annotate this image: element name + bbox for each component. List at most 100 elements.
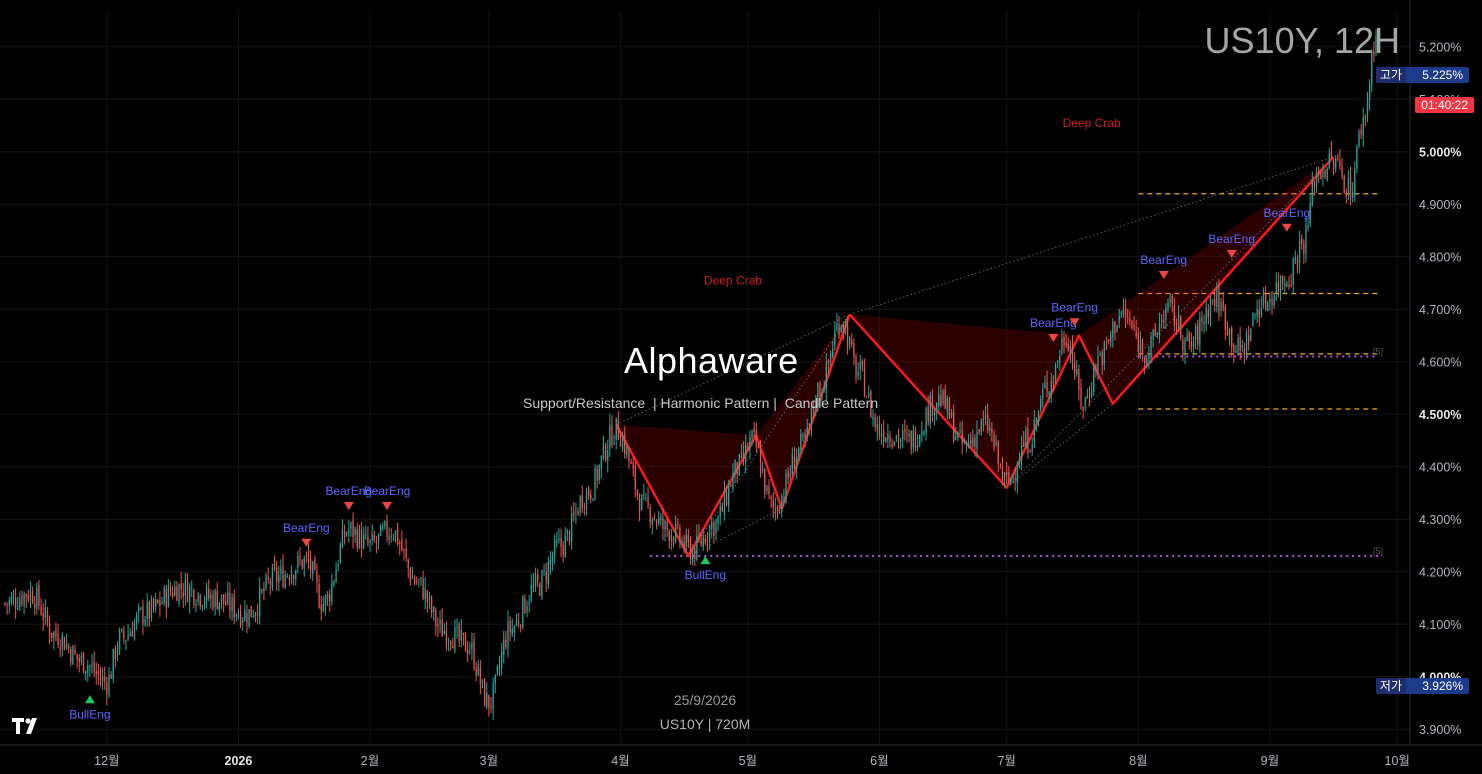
candle-body (273, 564, 276, 569)
bull-signal-marker (700, 556, 711, 565)
candle-body (1008, 472, 1010, 482)
candle-body (1059, 355, 1061, 362)
candle-body (420, 577, 422, 579)
candle-body (101, 676, 104, 681)
candle-body (1037, 411, 1040, 422)
candle-body (225, 601, 227, 605)
candle-body (993, 434, 995, 448)
candle-body (335, 569, 337, 583)
candle-body (532, 584, 535, 587)
watermark-date: 25/9/2026 (673, 692, 737, 708)
candle-body (110, 674, 112, 679)
candle-body (547, 562, 549, 585)
candle-body (248, 609, 250, 627)
candle-body (231, 597, 233, 612)
candle-body (980, 419, 982, 433)
candle-body (114, 647, 117, 660)
candle-body (199, 595, 201, 606)
candle-body (82, 652, 85, 673)
candle-body (842, 324, 844, 330)
candle-body (1165, 307, 1167, 320)
candle-body (1099, 355, 1101, 357)
candle-body (205, 586, 208, 601)
candle-body (1277, 282, 1280, 293)
candle-body (55, 629, 57, 636)
candle-body (696, 535, 698, 560)
candle-body (292, 575, 295, 579)
candle-body (668, 530, 670, 542)
candle-body (371, 533, 373, 541)
candle-body (1122, 309, 1125, 316)
harmonic-guide (849, 156, 1334, 315)
candle-body (541, 570, 543, 598)
candle-body (679, 527, 681, 543)
candle-body (638, 498, 641, 513)
candle-body (808, 424, 811, 426)
x-tick-label: 7월 (997, 754, 1015, 768)
candle-body (1078, 368, 1080, 391)
candle-body (212, 594, 214, 609)
candle-body (812, 406, 815, 410)
candle-body (201, 605, 204, 607)
candle-body (821, 392, 823, 396)
candle-body (1012, 475, 1014, 478)
candle-body (1203, 321, 1205, 325)
candle-body (477, 663, 479, 676)
candle-body (390, 535, 392, 537)
candle-body (587, 487, 590, 497)
watermark-subtitle: Support/Resistance | Harmonic Pattern | … (523, 395, 879, 411)
candle-body (1262, 292, 1265, 305)
candle-body (426, 591, 428, 602)
candle-body (93, 661, 95, 673)
candle-body (1050, 381, 1052, 394)
candle-body (906, 432, 908, 434)
time-axis[interactable]: 12월 2026 2월 3월 4월 5월 6월 7월 8월 9월 10월 (0, 744, 1482, 768)
candle-body (246, 613, 248, 624)
candle-body (691, 549, 694, 562)
candle-body (991, 428, 993, 433)
candle-body (379, 525, 382, 536)
candle-body (1020, 445, 1023, 464)
candle-body (1056, 361, 1059, 363)
candle-body (838, 324, 840, 335)
candle-body (1366, 99, 1369, 116)
candle-body (554, 539, 556, 557)
candle-body (1343, 176, 1345, 193)
candle-body (878, 423, 881, 436)
candle-body (1288, 285, 1290, 287)
candle-body (1250, 328, 1252, 342)
candle-body (155, 599, 157, 607)
candle-body (161, 601, 163, 604)
price-axis-bg (1410, 0, 1482, 774)
candle-body (768, 486, 770, 495)
candle-body (1241, 345, 1243, 348)
candle-body (1224, 306, 1226, 330)
candle-body (363, 534, 365, 548)
candle-body (63, 637, 66, 651)
candle-body (4, 602, 6, 604)
candle-body (566, 529, 569, 534)
candle-body (1086, 395, 1089, 399)
candle-body (912, 430, 914, 448)
harmonic-fill (616, 424, 757, 556)
candle-body (112, 648, 114, 679)
candle-body (1160, 319, 1163, 322)
candle-body (23, 593, 25, 606)
candle-body (1252, 313, 1254, 327)
candle-body (118, 631, 121, 651)
candle-body (1112, 322, 1114, 338)
candle-body (127, 634, 129, 641)
candle-body (916, 445, 919, 447)
tradingview-logo-icon[interactable] (10, 716, 44, 734)
price-axis[interactable]: 5.200%5.100%5.000%4.900%4.800%4.700%4.60… (1409, 0, 1482, 774)
candle-body (609, 424, 611, 450)
candle-body (1211, 299, 1214, 301)
candle-body (1347, 178, 1350, 195)
candle-body (148, 601, 150, 619)
watermark-title: Alphaware (624, 340, 799, 381)
candle-body (496, 666, 499, 673)
candle-body (1199, 318, 1201, 347)
candle-body (568, 531, 571, 542)
harmonic-label: Deep Crab (1063, 116, 1121, 130)
